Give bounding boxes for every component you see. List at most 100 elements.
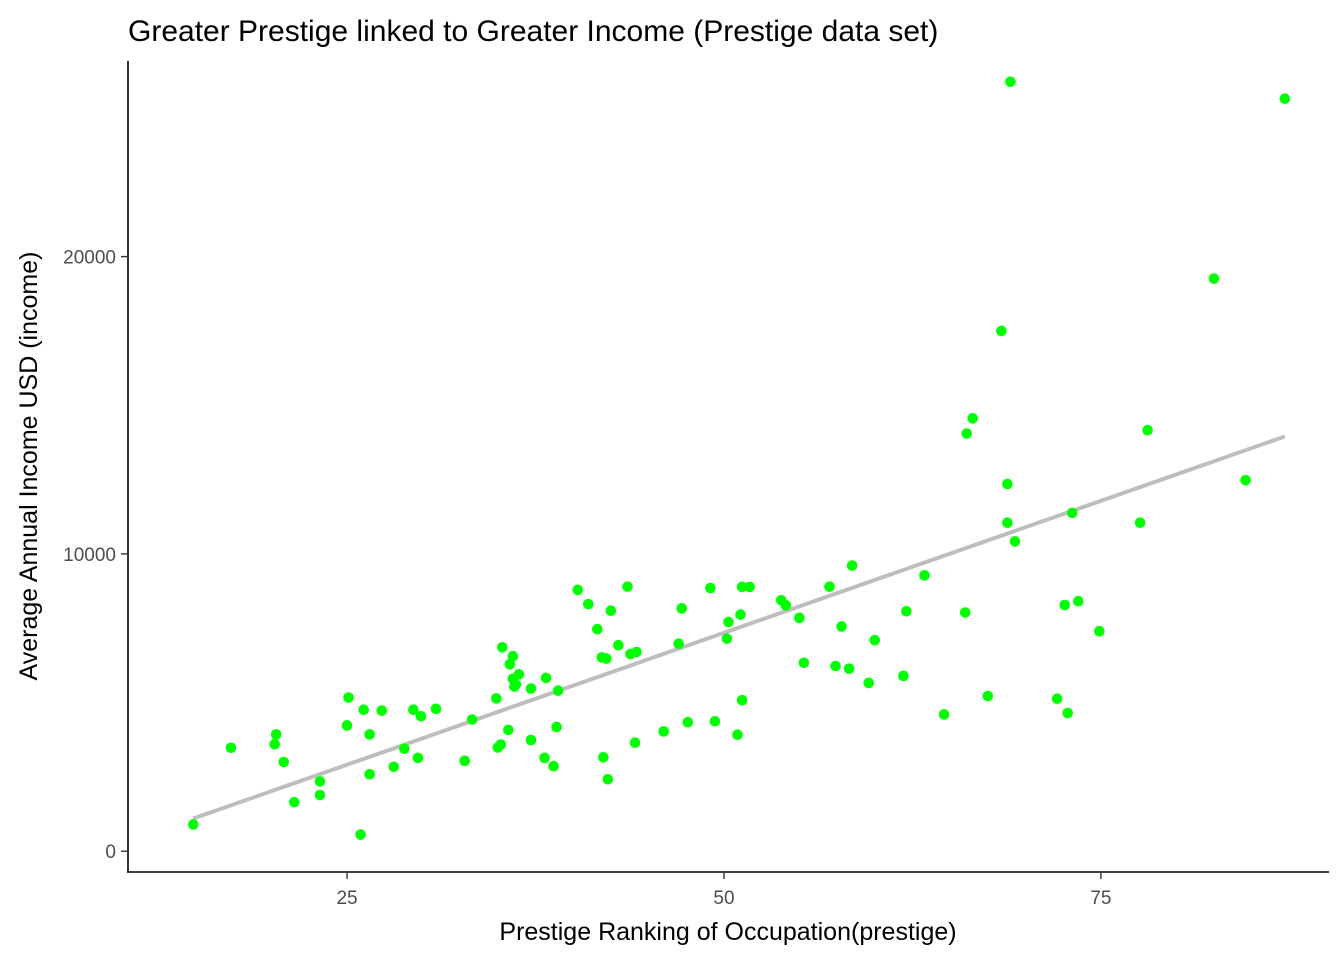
data-point	[1094, 625, 1105, 637]
data-point	[996, 325, 1007, 337]
data-point	[1066, 507, 1078, 519]
trend-line	[192, 434, 1286, 821]
data-point	[1208, 273, 1220, 284]
x-tick-label: 50	[713, 888, 734, 909]
data-point	[1279, 93, 1291, 105]
data-point	[836, 621, 847, 632]
data-point	[1059, 599, 1071, 611]
data-point	[744, 581, 755, 593]
data-point	[605, 605, 617, 617]
data-point	[343, 692, 354, 703]
data-point	[676, 603, 688, 614]
x-tick-label: 25	[336, 888, 357, 909]
data-point	[1051, 693, 1063, 705]
y-axis-ticks: 0 10000 20000	[63, 248, 128, 863]
data-point	[504, 658, 516, 670]
y-tick-label: 0	[105, 842, 116, 863]
data-point	[582, 598, 594, 610]
data-point	[622, 581, 633, 592]
trend-line-layer	[192, 434, 1286, 821]
data-point	[682, 716, 694, 728]
data-point	[572, 584, 584, 596]
data-point	[961, 428, 973, 439]
data-point	[314, 776, 326, 787]
data-point	[631, 646, 642, 658]
y-tick-label: 10000	[63, 545, 116, 566]
data-point	[1062, 707, 1074, 719]
data-point	[705, 582, 716, 594]
data-point	[225, 742, 237, 754]
data-point	[1072, 595, 1084, 607]
data-point	[1005, 76, 1016, 88]
data-point	[721, 633, 733, 644]
data-point	[552, 685, 564, 696]
data-point	[278, 756, 290, 768]
data-point	[1240, 474, 1251, 486]
data-point	[780, 600, 792, 611]
x-axis-title: Prestige Ranking of Occupation(prestige)	[499, 918, 956, 946]
data-point	[1009, 536, 1021, 547]
data-points-layer	[187, 76, 1291, 840]
data-point	[982, 690, 994, 702]
data-point	[901, 606, 912, 617]
data-point	[459, 755, 470, 767]
data-point	[869, 634, 881, 646]
data-point	[967, 413, 979, 424]
data-point	[288, 796, 300, 808]
data-point	[510, 679, 522, 690]
data-point	[846, 560, 858, 571]
data-point	[602, 773, 614, 785]
data-point	[539, 752, 550, 764]
data-point	[548, 760, 559, 772]
data-point	[551, 721, 562, 733]
data-point	[495, 739, 507, 750]
data-point	[355, 829, 366, 840]
chart-title: Greater Prestige linked to Greater Incom…	[128, 15, 938, 48]
y-axis-title: Average Annual Income USD (income)	[15, 252, 43, 681]
data-point	[187, 819, 199, 830]
data-point	[863, 677, 875, 689]
data-point	[415, 710, 427, 722]
data-point	[376, 705, 388, 716]
data-point	[898, 670, 909, 682]
data-point	[503, 724, 514, 736]
data-point	[830, 660, 841, 672]
data-point	[497, 641, 508, 653]
data-point	[919, 570, 930, 581]
data-point	[430, 703, 442, 715]
x-axis-ticks: 25 50 75	[336, 872, 1111, 909]
data-point	[1134, 517, 1146, 528]
data-point	[824, 581, 835, 592]
data-point	[525, 683, 537, 694]
data-point	[388, 761, 400, 773]
data-point	[1002, 517, 1013, 528]
data-point	[1142, 424, 1153, 436]
data-point	[408, 704, 419, 716]
data-point	[491, 693, 502, 704]
data-point	[314, 789, 326, 801]
data-point	[843, 663, 855, 674]
data-point	[794, 612, 805, 624]
data-point	[592, 623, 603, 635]
data-point	[507, 650, 519, 662]
data-point	[938, 709, 950, 720]
data-point	[341, 720, 353, 731]
data-point	[358, 704, 369, 716]
data-point	[613, 639, 624, 651]
data-point	[601, 653, 612, 664]
data-point	[598, 751, 609, 763]
y-tick-label: 20000	[63, 248, 116, 269]
data-point	[269, 738, 280, 750]
data-point	[629, 737, 641, 749]
data-point	[732, 729, 743, 740]
data-point	[364, 768, 375, 780]
data-point	[364, 729, 375, 740]
data-point	[658, 726, 669, 737]
data-point	[798, 657, 810, 669]
data-point	[709, 716, 721, 727]
data-point	[673, 638, 685, 650]
data-point	[513, 669, 525, 680]
data-point	[270, 729, 282, 740]
data-point	[735, 609, 746, 620]
data-point	[1002, 478, 1013, 490]
